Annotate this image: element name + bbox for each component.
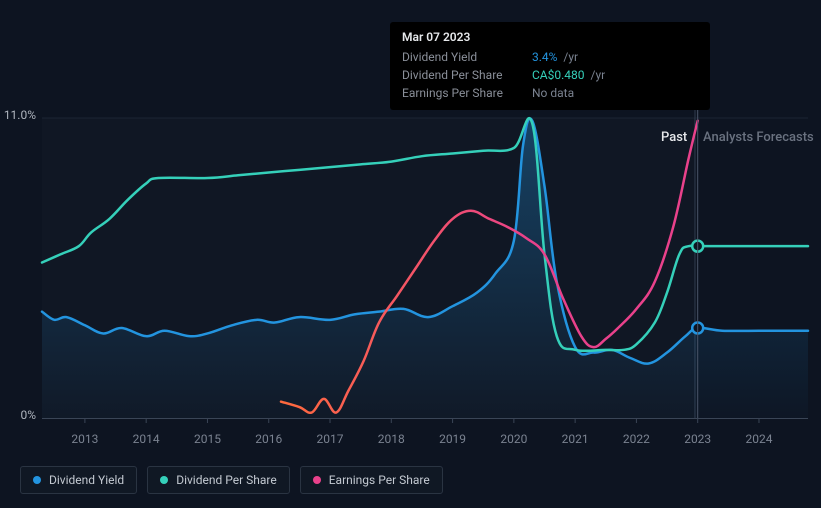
chart-legend: Dividend Yield Dividend Per Share Earnings… [20, 466, 443, 494]
x-axis-tick: 2019 [439, 432, 466, 446]
x-axis-tick: 2024 [745, 432, 772, 446]
tooltip-row: Earnings Per ShareNo data [402, 84, 698, 102]
legend-label: Dividend Per Share [176, 473, 277, 487]
x-axis-tick: 2021 [562, 432, 589, 446]
x-axis-tick: 2020 [500, 432, 527, 446]
past-region-label: Past [661, 130, 687, 145]
y-axis-max: 11.0% [4, 108, 36, 122]
tooltip-date: Mar 07 2023 [402, 30, 698, 44]
legend-label: Earnings Per Share [329, 473, 430, 487]
chart-tooltip: Mar 07 2023 Dividend Yield3.4% /yrDivide… [390, 22, 710, 110]
x-axis-tick: 2023 [684, 432, 711, 446]
legend-item-dividend-yield[interactable]: Dividend Yield [20, 466, 137, 494]
forecast-region-label: Analysts Forecasts [703, 130, 814, 145]
tooltip-row: Dividend Per ShareCA$0.480 /yr [402, 66, 698, 84]
y-axis-min: 0% [20, 408, 36, 422]
x-axis-tick: 2018 [378, 432, 405, 446]
legend-item-earnings-per-share[interactable]: Earnings Per Share [300, 466, 443, 494]
x-axis-tick: 2016 [255, 432, 282, 446]
legend-dot-icon [33, 476, 41, 484]
x-axis-tick: 2013 [71, 432, 98, 446]
x-axis-tick: 2022 [623, 432, 650, 446]
legend-label: Dividend Yield [49, 473, 124, 487]
legend-item-dividend-per-share[interactable]: Dividend Per Share [147, 466, 290, 494]
x-axis-tick: 2015 [194, 432, 221, 446]
x-axis-tick: 2014 [133, 432, 160, 446]
x-axis-tick: 2017 [317, 432, 344, 446]
tooltip-row: Dividend Yield3.4% /yr [402, 48, 698, 66]
legend-dot-icon [160, 476, 168, 484]
legend-dot-icon [313, 476, 321, 484]
